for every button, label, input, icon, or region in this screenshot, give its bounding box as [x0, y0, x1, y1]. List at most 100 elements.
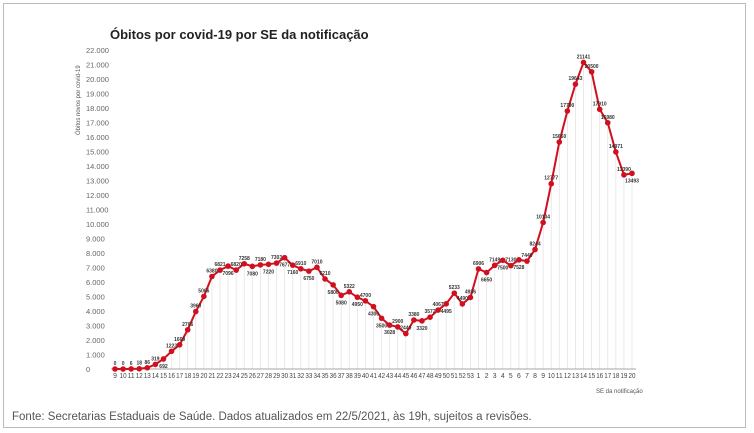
data-point	[475, 266, 482, 272]
data-label: 6820	[231, 262, 242, 268]
x-tick-label: 47	[418, 373, 425, 380]
data-label: 7149	[489, 257, 500, 263]
data-label: 12777	[544, 176, 558, 182]
data-point	[435, 307, 441, 313]
y-tick-label: 3.000	[86, 322, 105, 331]
data-label: 4950	[352, 302, 363, 308]
x-tick-label: 4	[501, 373, 505, 380]
data-label: 3572	[424, 309, 435, 315]
data-label: 5233	[449, 285, 460, 291]
x-tick-label: 6	[517, 373, 521, 380]
data-point	[524, 258, 530, 264]
data-point	[241, 260, 248, 267]
data-label: 3320	[416, 326, 427, 332]
x-tick-label: 9	[541, 373, 545, 380]
x-tick-label: 27	[257, 373, 264, 380]
x-tick-label: 52	[459, 373, 466, 380]
data-point	[580, 59, 587, 66]
y-tick-label: 0	[86, 365, 90, 374]
data-label: 6380	[206, 268, 217, 274]
data-label: 7010	[311, 259, 322, 265]
data-label: 15650	[552, 134, 566, 140]
x-tick-label: 25	[241, 373, 248, 380]
y-tick-label: 4.000	[86, 307, 105, 316]
y-tick-label: 16.000	[86, 133, 109, 142]
data-label: 2900	[392, 319, 403, 325]
y-tick-label: 21.000	[86, 61, 109, 70]
data-point	[403, 330, 409, 337]
data-label: 4300	[368, 312, 379, 318]
data-label: 319	[151, 356, 160, 362]
data-point	[322, 276, 328, 282]
data-label: 17790	[560, 103, 574, 109]
data-point	[427, 314, 433, 321]
x-tick-label: 42	[378, 373, 385, 380]
y-tick-label: 19.000	[86, 90, 109, 99]
data-point	[370, 303, 377, 310]
data-point	[112, 366, 118, 372]
y-tick-label: 10.000	[86, 220, 109, 229]
data-point	[160, 356, 167, 362]
data-point	[629, 170, 635, 177]
data-point	[386, 322, 393, 328]
x-tick-label: 15	[160, 373, 167, 380]
data-point	[225, 263, 231, 269]
data-point	[532, 246, 538, 253]
data-label: 0	[122, 361, 125, 367]
data-point	[184, 326, 191, 333]
source-footnote: Fonte: Secretarias Estaduais de Saúde. D…	[12, 411, 532, 423]
data-point	[588, 68, 595, 75]
data-point	[176, 341, 183, 348]
data-label: 86	[145, 360, 151, 366]
y-tick-label: 8.000	[86, 249, 105, 258]
y-tick-label: 1.000	[86, 351, 105, 360]
x-tick-label: 16	[596, 373, 603, 380]
x-tick-label: 36	[330, 373, 337, 380]
x-tick-label: 24	[233, 373, 240, 380]
data-point	[491, 262, 498, 269]
data-point	[281, 254, 288, 261]
data-point	[621, 172, 627, 178]
data-label: 1669	[174, 337, 185, 343]
data-label: 3380	[408, 312, 419, 318]
x-tick-label: 19	[192, 373, 199, 380]
x-tick-label: 3	[493, 373, 497, 380]
x-tick-label: 13	[144, 373, 151, 380]
x-tick-label: 53	[467, 373, 474, 380]
data-label: 6906	[473, 261, 484, 267]
y-tick-label: 9.000	[86, 235, 105, 244]
data-point	[548, 180, 555, 187]
x-tick-label: 29	[273, 373, 280, 380]
y-tick-label: 22.000	[86, 46, 109, 55]
data-point	[314, 264, 320, 271]
x-tick-label: 31	[289, 373, 296, 380]
data-label: 5080	[336, 300, 347, 306]
x-tick-label: 46	[410, 373, 417, 380]
x-tick-label: 2	[485, 373, 489, 380]
data-point	[330, 282, 336, 288]
x-tick-label: 15	[588, 373, 595, 380]
data-point	[362, 298, 369, 304]
data-label: 5322	[344, 284, 355, 290]
y-tick-label: 6.000	[86, 278, 105, 287]
data-point	[338, 292, 344, 299]
data-label: 6750	[303, 276, 314, 282]
x-tick-label: 1	[477, 373, 481, 380]
x-tick-label: 18	[184, 373, 191, 380]
y-tick-label: 18.000	[86, 104, 109, 113]
data-label: 7220	[263, 269, 274, 275]
data-point	[499, 257, 506, 264]
data-point	[306, 268, 312, 274]
x-axis-label: SE da notificação	[596, 389, 643, 395]
data-label: 6821	[214, 262, 225, 268]
data-label: 7160	[287, 270, 298, 276]
data-label: 7180	[255, 257, 266, 263]
data-point	[451, 290, 458, 296]
data-point	[516, 257, 522, 263]
x-tick-label: 13	[572, 373, 579, 380]
x-tick-label: 51	[451, 373, 458, 380]
y-axis-label: Óbitos novos por covid-19	[75, 65, 82, 135]
data-point	[540, 219, 546, 226]
data-label: 7677	[279, 263, 290, 269]
data-label: 20500	[585, 64, 599, 70]
